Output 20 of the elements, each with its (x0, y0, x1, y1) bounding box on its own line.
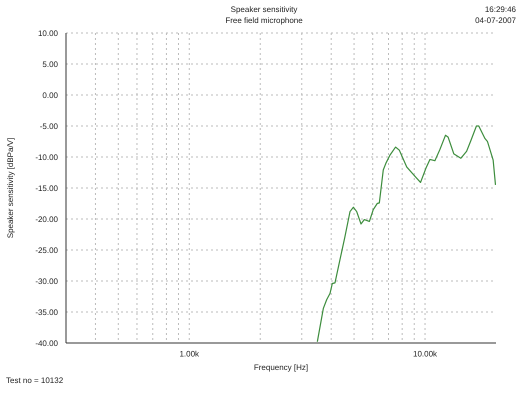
x-axis-title: Frequency [Hz] (254, 363, 308, 372)
y-tick-label: -35.00 (35, 308, 59, 317)
text: 16:29:46 (484, 4, 516, 15)
x-tick-label: 1.00k (179, 350, 200, 359)
y-tick-label: -15.00 (35, 184, 59, 193)
chart-title: Speaker sensitivity (230, 5, 298, 14)
chart-subtitle: Free field microphone (225, 16, 303, 25)
y-tick-label: 10.00 (38, 28, 59, 38)
y-tick-label: -20.00 (35, 214, 59, 224)
x-tick-label: 10.00k (413, 350, 438, 359)
text: Test no = 10132 (6, 376, 64, 385)
y-tick-label: -40.00 (35, 338, 59, 348)
y-tick-label: 0.00 (42, 90, 59, 100)
y-tick-label: -10.00 (35, 152, 59, 162)
text: 04-07-2007 (475, 15, 516, 26)
y-axis-title: Speaker sensitivity [dBPa/V] (6, 138, 15, 238)
y-tick-label: -5.00 (40, 122, 59, 131)
y-tick-label: -30.00 (35, 276, 59, 286)
y-tick-label: 5.00 (42, 60, 59, 69)
y-tick-label: -25.00 (35, 246, 59, 255)
